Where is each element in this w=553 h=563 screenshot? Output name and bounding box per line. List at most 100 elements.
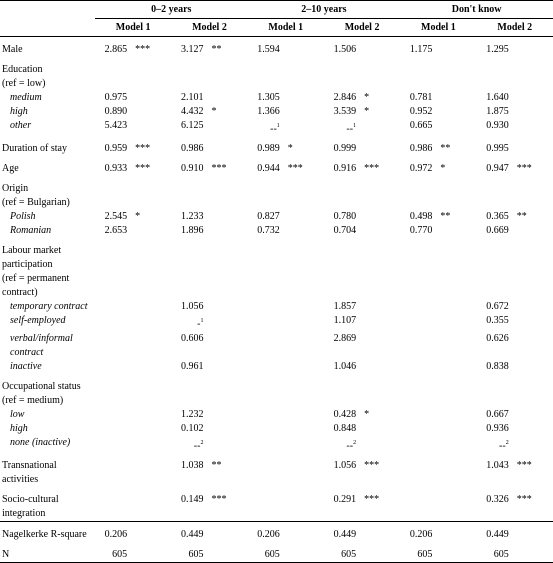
value-cell: [400, 422, 438, 436]
sig-cell: [133, 487, 171, 522]
model-header: Model 1: [247, 18, 324, 37]
sig-cell: [285, 541, 324, 563]
row-label: Occupational status (ref = medium): [0, 374, 95, 408]
value-cell: [248, 314, 286, 331]
value-cell: 0.848: [324, 422, 362, 436]
coefficient: 0.930: [486, 120, 509, 131]
significance: *: [364, 106, 370, 117]
coefficient: 0.947: [486, 163, 509, 175]
value-cell: 605: [247, 541, 286, 563]
model-header: Model 1: [95, 18, 172, 37]
coefficient: 0.355: [486, 315, 509, 327]
significance: ***: [364, 163, 380, 175]
sig-cell: [209, 408, 247, 422]
significance: **: [440, 211, 451, 223]
category-row: high 0.102 0.848 0.936: [0, 422, 553, 436]
value-cell: [248, 453, 286, 487]
reference-label: (ref = medium): [2, 394, 64, 406]
sig-cell: [515, 314, 553, 331]
value-cell: 0.365: [477, 210, 515, 224]
value-cell: 5.423: [95, 119, 133, 136]
value-cell: 1.233: [171, 210, 209, 224]
empty: [95, 238, 553, 300]
coefficient: 605: [341, 548, 357, 560]
category-label: high: [10, 422, 28, 434]
value-cell: 0.936: [477, 422, 515, 436]
significance: ***: [516, 493, 532, 505]
category-label: none (inactive): [10, 436, 71, 448]
corner: [0, 18, 95, 37]
sig-cell: [286, 119, 324, 136]
coefficient: 0.206: [409, 528, 433, 540]
value-cell: [248, 422, 286, 436]
footnote-mark: 2: [353, 439, 357, 446]
sig-cell: [133, 119, 171, 136]
category-row: medium 0.975 2.101 1.305 2.846 * 0.781 1.640: [0, 91, 553, 105]
value-cell: 3.539: [324, 105, 362, 119]
variable-label: Duration of stay: [2, 143, 67, 155]
sig-cell: **: [209, 453, 247, 487]
significance: ***: [287, 163, 303, 175]
variable-label: Education: [2, 64, 43, 75]
value-cell: 0.975: [95, 91, 133, 105]
sig-cell: [362, 210, 400, 224]
sig-cell: [515, 360, 553, 374]
coefficient: 0.972: [409, 163, 433, 175]
sig-cell: [209, 520, 248, 542]
variable-label: Labour market participation: [2, 245, 62, 271]
value-cell: 2.869: [324, 332, 362, 360]
value-cell: 605: [476, 541, 515, 563]
value-cell: 0.704: [324, 224, 362, 238]
coefficient: 6.125: [180, 120, 204, 131]
variable-row: Duration of stay 0.959 *** 0.986 0.989 * 0.999…: [0, 136, 553, 156]
value-cell: [248, 487, 286, 522]
coefficient: 1.232: [180, 408, 204, 420]
variable-row: Occupational status (ref = medium): [0, 374, 553, 408]
coefficient: -: [197, 318, 201, 330]
row-label: Age: [0, 156, 95, 176]
footnote-mark: 1: [276, 123, 280, 129]
value-cell: [400, 453, 438, 487]
row-label: Origin (ref = Bulgarian): [0, 176, 95, 210]
sig-cell: [438, 436, 476, 453]
coefficient: 605: [188, 548, 204, 560]
value-cell: 0.606: [171, 332, 209, 360]
sig-cell: [362, 360, 400, 374]
coefficient: 0.291: [333, 493, 357, 505]
value-cell: [95, 453, 133, 487]
value-cell: 1.506: [324, 37, 362, 58]
value-cell: 0.326: [477, 487, 515, 522]
category-label: low: [10, 408, 25, 420]
row-label: Transnational activities: [0, 453, 95, 487]
coefficient: 5.423: [104, 120, 128, 131]
value-cell: 0.961: [171, 360, 209, 374]
coefficient: 0.848: [333, 422, 357, 434]
value-cell: [400, 300, 438, 314]
sig-cell: [286, 314, 324, 331]
sig-cell: [515, 105, 553, 119]
sig-cell: [515, 408, 553, 422]
sig-cell: [286, 360, 324, 374]
coefficient: 3.539: [333, 106, 357, 117]
value-cell: 1.043: [477, 453, 515, 487]
value-cell: 2.545: [95, 210, 133, 224]
coefficient: 0.732: [257, 225, 280, 237]
sig-cell: [286, 300, 324, 314]
sig-cell: **: [438, 210, 476, 224]
model-header: Model 2: [476, 18, 553, 37]
value-cell: 0.986: [171, 136, 209, 156]
value-cell: 0.206: [247, 520, 286, 542]
footnote-mark: 1: [353, 123, 357, 129]
sig-cell: [515, 300, 553, 314]
category-label: self-employed: [10, 315, 66, 327]
coefficient: 0.781: [409, 92, 433, 103]
coefficient: --: [346, 123, 354, 135]
coefficient: 2.865: [104, 44, 128, 55]
value-cell: 1.594: [248, 37, 286, 58]
value-cell: 1.857: [324, 300, 362, 314]
sig-cell: ***: [286, 156, 324, 176]
value-cell: 605: [323, 541, 363, 563]
sig-cell: [438, 37, 476, 58]
coefficient: 1.875: [486, 106, 509, 117]
value-cell: 1.305: [248, 91, 286, 105]
